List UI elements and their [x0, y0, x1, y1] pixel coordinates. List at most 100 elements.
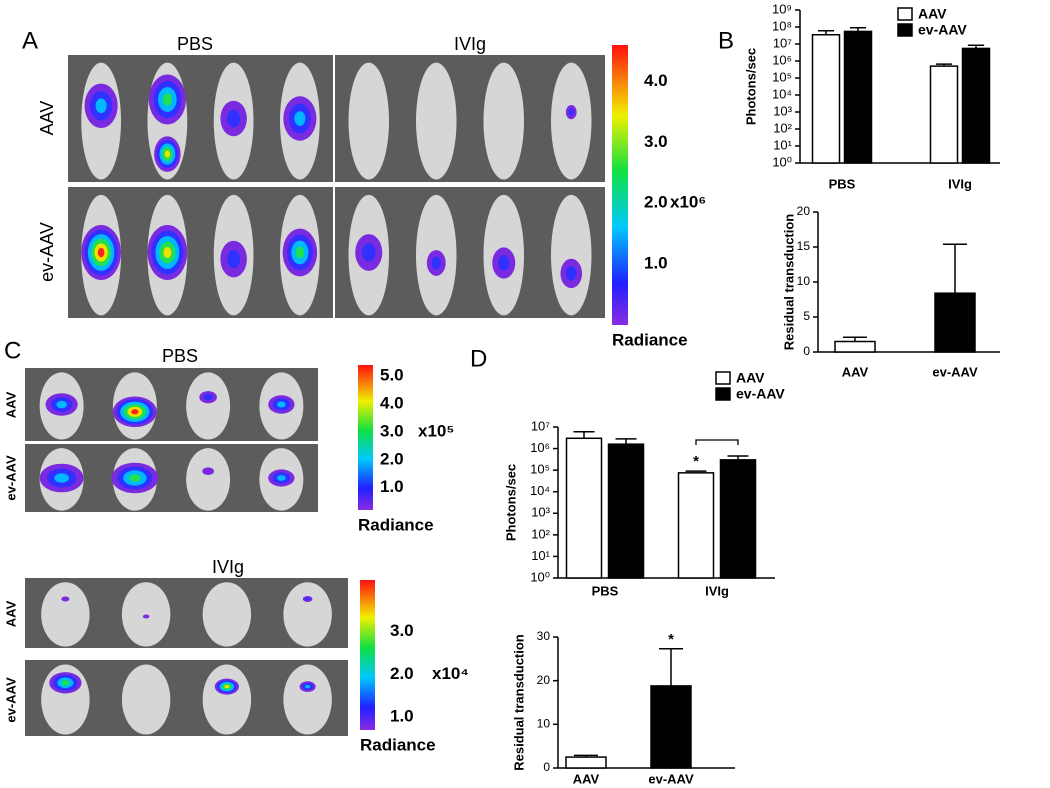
signal-blob	[61, 680, 70, 686]
signal-blob	[295, 246, 305, 259]
y-tick-label: 15	[797, 239, 811, 253]
colorbar-tick-label: 4.0	[644, 71, 668, 90]
signal-blob	[97, 247, 105, 258]
signal-blob	[56, 400, 67, 409]
colorbar-tick-label: 2.0	[390, 664, 414, 683]
signal-blob	[95, 98, 107, 114]
signal-blob	[202, 467, 214, 476]
signal-blob	[203, 394, 213, 401]
signal-blob	[431, 256, 441, 270]
y-tick-label: 10⁴	[772, 86, 792, 101]
signal-blob	[162, 93, 173, 106]
y-tick-label: 10⁵	[530, 462, 550, 477]
mouse	[283, 664, 332, 735]
panel-label: D	[470, 345, 487, 372]
signal-blob	[305, 597, 311, 601]
signal-blob	[304, 684, 311, 689]
legend-label: AAV	[918, 6, 947, 22]
y-tick-label: 10²	[531, 526, 550, 541]
y-tick-label: 10³	[531, 505, 550, 520]
x-tick-label: IVIg	[948, 176, 972, 191]
row-label: AAV	[3, 391, 18, 418]
y-tick-label: 0	[803, 344, 810, 358]
mouse	[551, 62, 592, 180]
y-tick-label: 10²	[773, 120, 792, 135]
mouse	[283, 582, 332, 647]
colorbar-label: Radiance	[360, 735, 436, 754]
colorbar-unit: x10⁶	[670, 193, 706, 212]
bar	[834, 340, 876, 353]
legend-swatch	[897, 7, 913, 21]
y-tick-label: 30	[537, 629, 551, 643]
mouse	[186, 448, 231, 511]
x-tick-label: PBS	[592, 583, 619, 598]
x-tick-label: ev-AAV	[648, 771, 694, 786]
y-tick-label: 20	[797, 204, 811, 218]
mouse	[348, 62, 389, 180]
y-tick-label: 20	[537, 673, 551, 687]
y-tick-label: 10⁸	[772, 18, 792, 33]
signal-blob	[294, 111, 306, 126]
colorbar-tick-label: 1.0	[644, 254, 668, 273]
signal-blob	[129, 474, 141, 482]
y-tick-label: 10⁰	[772, 154, 792, 169]
annotation: *	[668, 631, 674, 648]
y-tick-label: 10⁴	[530, 483, 550, 498]
signal-blob	[568, 108, 574, 116]
signal-blob	[227, 249, 241, 269]
colorbar-tick-label: 3.0	[644, 132, 668, 151]
y-axis-label: Photons/sec	[743, 48, 758, 125]
bar	[929, 65, 959, 164]
mouse	[121, 664, 171, 735]
y-axis-label: Photons/sec	[503, 464, 518, 541]
signal-blob	[362, 243, 376, 262]
signal-blob	[61, 596, 70, 602]
signal-blob	[163, 246, 172, 259]
bar	[565, 437, 603, 579]
column-label: PBS	[177, 34, 213, 54]
bar	[677, 472, 715, 579]
colorbar-unit: x10⁵	[418, 421, 454, 440]
y-tick-label: 10⁶	[530, 440, 550, 455]
bar	[843, 30, 873, 164]
signal-blob	[54, 473, 69, 483]
colorbar-tick-label: 1.0	[390, 707, 414, 726]
bar	[719, 459, 757, 579]
x-tick-label: AAV	[842, 364, 869, 379]
mouse	[186, 372, 231, 440]
bar	[934, 292, 976, 353]
colorbar-tick-label: 2.0	[380, 449, 404, 468]
colorbar-label: Radiance	[612, 330, 688, 349]
signal-blob	[131, 409, 139, 415]
y-axis-label: Residual transduction	[511, 634, 526, 771]
colorbar	[612, 45, 628, 325]
bar	[607, 443, 645, 579]
colorbar-tick-label: 1.0	[380, 477, 404, 496]
y-tick-label: 10⁶	[772, 52, 792, 67]
row-label: AAV	[37, 101, 57, 136]
colorbar-tick-label: 5.0	[380, 366, 404, 385]
signal-blob	[142, 614, 150, 619]
x-tick-label: PBS	[829, 176, 856, 191]
legend-swatch	[715, 371, 731, 385]
signal-blob	[224, 685, 230, 689]
y-tick-label: 10¹	[773, 137, 792, 152]
bar	[811, 34, 841, 164]
legend-label: ev-AAV	[736, 386, 785, 402]
y-tick-label: 10	[797, 274, 811, 288]
row-label: AAV	[3, 600, 18, 627]
colorbar-unit: x10⁴	[432, 664, 469, 683]
mouse	[551, 194, 592, 316]
y-tick-label: 10⁷	[773, 35, 792, 50]
colorbar-tick-label: 2.0	[644, 193, 668, 212]
column-label: IVIg	[454, 34, 486, 54]
y-tick-label: 10¹	[531, 548, 550, 563]
mouse	[416, 62, 457, 180]
bar	[650, 685, 692, 769]
y-tick-label: 10⁰	[530, 569, 550, 584]
y-tick-label: 10⁹	[772, 1, 792, 16]
row-label: ev-AAV	[3, 455, 18, 501]
y-tick-label: 10⁷	[531, 418, 550, 433]
signal-blob	[498, 255, 510, 271]
signal-blob	[276, 475, 286, 481]
